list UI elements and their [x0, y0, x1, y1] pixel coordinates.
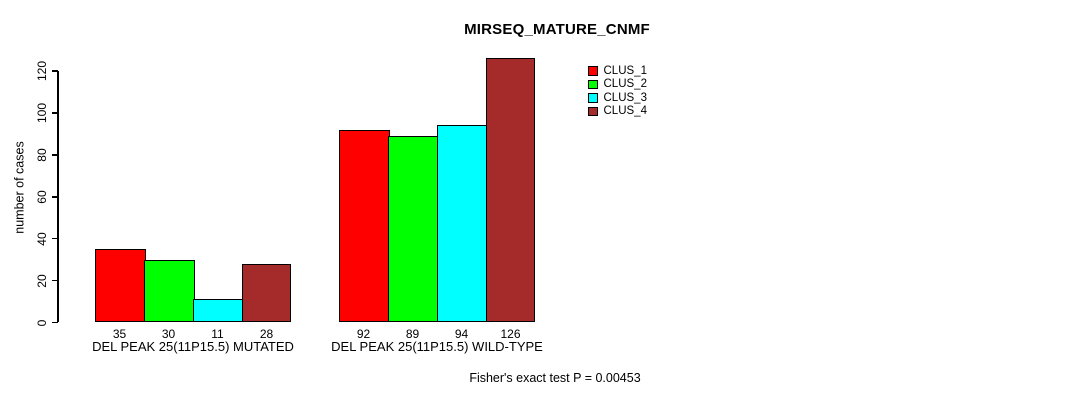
legend-swatch-clus_2	[588, 79, 598, 89]
y-axis-tick	[51, 112, 58, 114]
legend-swatch-clus_3	[588, 93, 598, 103]
bar-value-label: 94	[454, 326, 469, 341]
category-label: DEL PEAK 25(11P15.5) WILD-TYPE	[331, 339, 543, 354]
legend-item: CLUS_4	[588, 105, 647, 119]
bar-value-label: 11	[211, 326, 224, 341]
chart-title: MIRSEQ_MATURE_CNMF	[464, 21, 650, 38]
bar-value-label: 35	[112, 326, 127, 341]
y-axis-tick-label: 0	[35, 319, 49, 326]
legend-swatch-clus_1	[588, 66, 598, 76]
y-axis-line	[57, 71, 59, 323]
y-axis-tick-label: 40	[35, 231, 49, 246]
legend-label: CLUS_1	[603, 64, 647, 77]
bar-clus_1-group2	[339, 129, 390, 323]
y-axis-tick-label: 120	[35, 60, 49, 82]
y-axis-tick	[51, 154, 58, 156]
footnote-fisher-test: Fisher's exact test P = 0.00453	[469, 371, 641, 385]
bar-value-label: 30	[161, 326, 176, 341]
y-axis-tick-label: 100	[35, 102, 49, 123]
legend-label: CLUS_2	[603, 78, 647, 91]
y-axis-tick-label: 80	[35, 148, 49, 162]
y-axis-tick	[51, 279, 58, 282]
bar-clus_3-group2	[437, 125, 488, 323]
category-label: DEL PEAK 25(11P15.5) MUTATED	[92, 339, 294, 354]
legend-label: CLUS_4	[603, 105, 647, 118]
y-axis-label: number of cases	[12, 141, 26, 234]
bar-clus_4-group2	[486, 58, 535, 323]
y-axis-tick-label: 20	[35, 273, 49, 288]
y-axis-tick	[51, 237, 58, 240]
bar-value-label: 28	[259, 326, 274, 341]
legend-item: CLUS_1	[588, 64, 647, 78]
legend-item: CLUS_2	[588, 78, 647, 92]
y-axis-tick	[51, 70, 58, 72]
bar-value-label: 89	[405, 326, 420, 341]
bar-value-label: 126	[500, 326, 521, 341]
legend-swatch-clus_4	[588, 106, 598, 116]
bar-clus_2-group2	[388, 135, 439, 323]
bar-clus_2-group1	[144, 259, 195, 323]
legend-item: CLUS_3	[588, 91, 647, 105]
bar-clus_1-group1	[95, 249, 146, 323]
legend: CLUS_1 CLUS_2 CLUS_3 CLUS_4	[588, 64, 647, 118]
bar-clus_4-group1	[242, 263, 291, 323]
legend-label: CLUS_3	[603, 91, 647, 104]
y-axis-tick	[51, 321, 58, 324]
y-axis-tick-label: 60	[35, 190, 49, 204]
bar-value-label: 92	[356, 326, 371, 341]
y-axis-tick	[51, 196, 58, 198]
bar-clus_3-group1	[193, 299, 244, 323]
